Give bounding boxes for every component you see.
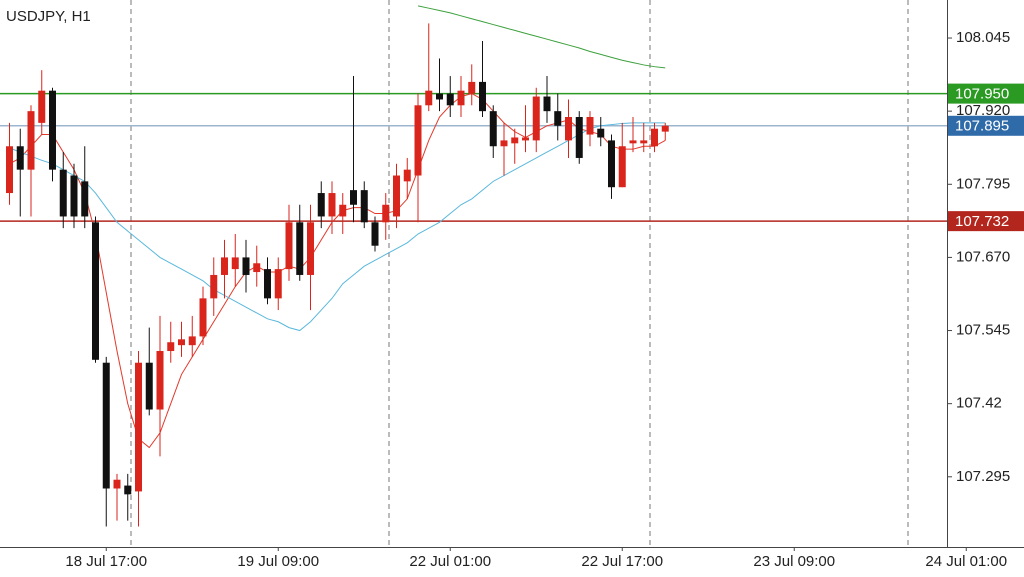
candle-body [307, 222, 314, 275]
candle-body [102, 362, 110, 489]
candle-body [457, 90, 465, 106]
candle-body [371, 222, 379, 246]
candle-body [511, 137, 519, 144]
candle-body [49, 90, 56, 170]
candle-body [382, 204, 390, 223]
level-label-box [948, 115, 1024, 136]
level-label: 107.895 [955, 118, 1009, 135]
candle-body [414, 105, 422, 176]
candle-body [16, 146, 24, 170]
candle-body [651, 128, 658, 147]
candle-body [489, 111, 497, 147]
y-tick-label: 107.795 [956, 175, 1010, 192]
candle-body [597, 128, 605, 138]
candle-body [81, 181, 89, 217]
y-tick-label: 107.42 [956, 395, 1002, 412]
candle-body [27, 111, 35, 170]
candle-body [199, 298, 207, 337]
level-label: 107.950 [955, 86, 1009, 103]
candle-body [586, 117, 594, 135]
candle-body [575, 117, 583, 158]
candle-body [618, 146, 626, 188]
chart-title: USDJPY, H1 [6, 8, 91, 25]
candle-body [640, 140, 648, 144]
candle-body [70, 175, 78, 217]
candle-body [522, 137, 529, 141]
candle-body [59, 169, 67, 217]
candle-body [135, 362, 142, 492]
candle-body [178, 339, 185, 346]
y-tick-label: 107.920 [956, 102, 1010, 119]
candle-body [264, 269, 271, 299]
candle-body [565, 117, 572, 141]
candle-body [543, 96, 551, 112]
moving-average-line [9, 122, 666, 332]
x-tick-label: 24 Jul 01:00 [925, 553, 1007, 570]
candle-body [317, 193, 325, 217]
y-tick-label: 107.670 [956, 248, 1010, 265]
candle-body [210, 274, 218, 299]
y-tick-label: 108.045 [956, 29, 1010, 46]
candle-body [156, 351, 164, 410]
moving-average-line [417, 5, 666, 69]
x-tick-label: 18 Jul 17:00 [65, 553, 147, 570]
candle-body [608, 140, 615, 188]
candle-body [479, 81, 486, 112]
candle-body [6, 146, 13, 194]
plot [0, 5, 947, 527]
candle-body [242, 257, 250, 275]
x-tick-label: 22 Jul 17:00 [581, 553, 663, 570]
x-tick-label: 22 Jul 01:00 [409, 553, 491, 570]
y-tick-label: 107.295 [956, 468, 1010, 485]
candle-body [393, 175, 400, 217]
x-tick-label: 19 Jul 09:00 [237, 553, 319, 570]
candle-body [360, 190, 368, 223]
y-tick-label: 107.545 [956, 322, 1010, 339]
x-tick-label: 23 Jul 09:00 [753, 553, 835, 570]
candle-body [38, 90, 46, 123]
candle-body [403, 169, 411, 182]
candle-body [629, 140, 637, 144]
candle-body [253, 263, 261, 273]
candle-body [221, 257, 228, 275]
candle-body [436, 93, 443, 100]
candle-body [328, 193, 336, 217]
candle-body [124, 485, 132, 495]
candle-body [500, 140, 508, 147]
level-label-box [948, 83, 1024, 104]
candle-body [145, 362, 153, 410]
candle-body [661, 125, 669, 132]
candle-body [285, 222, 293, 270]
candle-body [167, 342, 175, 352]
candle-body [425, 90, 433, 106]
candle-body [274, 269, 282, 299]
candle-body [296, 222, 304, 275]
candle-body [468, 81, 476, 94]
candle-body [92, 222, 99, 360]
candle-body [350, 190, 357, 205]
candle-body [532, 96, 540, 141]
candle-body [113, 479, 121, 489]
level-label: 107.732 [955, 213, 1009, 230]
candle-body [188, 336, 196, 346]
candle-body [231, 257, 239, 270]
level-label-box [948, 211, 1024, 232]
candle-body [339, 204, 347, 217]
candle-body [446, 93, 454, 106]
candle-body [554, 111, 562, 126]
